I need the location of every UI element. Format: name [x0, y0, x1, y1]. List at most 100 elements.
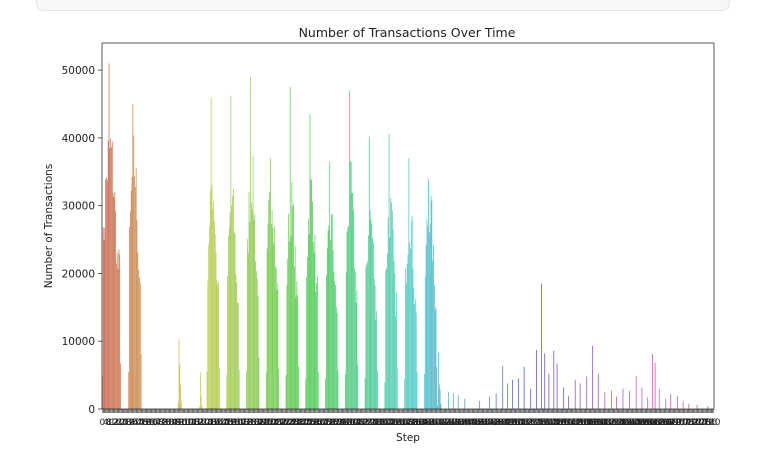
x-tick-label: 556 — [552, 418, 569, 428]
bar — [426, 220, 428, 409]
x-tick-label: 596 — [585, 418, 602, 428]
bar — [287, 258, 289, 409]
bar — [344, 374, 346, 409]
bar — [658, 388, 660, 409]
bar — [332, 249, 334, 409]
x-tick-label: 60 — [146, 418, 158, 428]
bar — [271, 210, 273, 409]
x-tick-label: 308 — [348, 418, 365, 428]
x-tick-label: 548 — [545, 418, 562, 428]
bar — [178, 339, 180, 409]
x-tick-label: 412 — [433, 418, 450, 428]
bar — [377, 370, 378, 409]
bar — [200, 395, 202, 409]
bar — [452, 393, 454, 409]
x-tick-label: 124 — [196, 418, 213, 428]
bar — [548, 373, 550, 409]
bar — [228, 227, 230, 409]
bar — [517, 378, 519, 409]
x-tick-label: 172 — [235, 418, 252, 428]
bar — [390, 198, 392, 409]
x-tick-label: 368 — [397, 418, 414, 428]
x-tick-label: 112 — [186, 418, 203, 428]
bar — [495, 393, 497, 409]
x-tick-label: 420 — [440, 418, 457, 428]
x-tick-label: 160 — [226, 418, 243, 428]
x-tick-label: 216 — [272, 418, 289, 428]
bar — [373, 278, 375, 409]
bar — [349, 160, 351, 409]
bar — [231, 205, 233, 409]
bar — [544, 353, 546, 409]
bar — [292, 206, 294, 409]
bar — [235, 274, 237, 409]
x-tick-label: 540 — [539, 418, 556, 428]
x-tick-label: 512 — [516, 418, 533, 428]
bar — [256, 278, 258, 409]
bar — [647, 397, 649, 409]
bar — [427, 225, 429, 409]
chart-title: Number of Transactions Over Time — [299, 25, 516, 40]
bar — [276, 290, 278, 409]
x-tick-label: 268 — [315, 418, 332, 428]
x-tick-label: 440 — [456, 418, 473, 428]
x-tick-label: 180 — [242, 418, 259, 428]
x-tick-label: 324 — [361, 418, 378, 428]
x-tick-label: 644 — [624, 418, 641, 428]
x-tick-label: 544 — [542, 418, 559, 428]
bar — [312, 201, 313, 409]
bar — [236, 282, 238, 409]
bar — [391, 210, 393, 409]
bar — [330, 215, 332, 409]
x-tick-label: 284 — [328, 418, 345, 428]
bar — [248, 192, 250, 409]
x-ticks-group: 0481216202428323640444852566064687276808… — [100, 409, 721, 428]
bar — [447, 392, 449, 409]
bar — [216, 280, 218, 409]
bar — [541, 283, 542, 409]
bar — [268, 200, 270, 409]
bar — [297, 294, 298, 409]
bar — [113, 197, 115, 409]
bar — [214, 221, 215, 409]
bar — [237, 302, 238, 409]
x-tick-label: 480 — [489, 418, 506, 428]
x-tick-label: 220 — [275, 418, 292, 428]
x-tick-label: 528 — [529, 418, 546, 428]
x-tick-label: 24 — [116, 418, 128, 428]
x-tick-label: 320 — [357, 418, 374, 428]
x-tick-label: 732 — [697, 418, 714, 428]
bar — [114, 191, 116, 409]
x-tick-label: 100 — [176, 418, 193, 428]
bar — [396, 292, 397, 409]
x-tick-label: 304 — [344, 418, 361, 428]
x-tick-label: 144 — [212, 418, 229, 428]
bar — [317, 371, 319, 409]
x-tick-label: 536 — [535, 418, 552, 428]
bar — [257, 296, 259, 409]
x-tick-label: 612 — [598, 418, 615, 428]
bar — [347, 227, 349, 409]
bar — [523, 366, 525, 409]
x-tick-label: 504 — [509, 418, 526, 428]
x-tick-label: 244 — [295, 418, 312, 428]
x-tick-label: 516 — [519, 418, 536, 428]
bar — [210, 97, 212, 409]
bar — [133, 135, 135, 409]
bar — [105, 179, 107, 409]
x-tick-label: 396 — [420, 418, 437, 428]
bar — [218, 367, 220, 409]
x-tick-label: 416 — [436, 418, 453, 428]
x-tick-label: 56 — [143, 418, 155, 428]
bar — [433, 285, 435, 409]
bar — [429, 232, 430, 409]
x-tick-label: 428 — [446, 418, 463, 428]
x-tick-label: 200 — [259, 418, 276, 428]
x-tick-label: 8 — [106, 418, 112, 428]
bar — [269, 191, 270, 409]
x-tick-label: 336 — [371, 418, 388, 428]
x-tick-label: 76 — [159, 418, 171, 428]
x-tick-label: 388 — [413, 418, 430, 428]
bar — [374, 285, 376, 409]
bar — [574, 379, 576, 409]
